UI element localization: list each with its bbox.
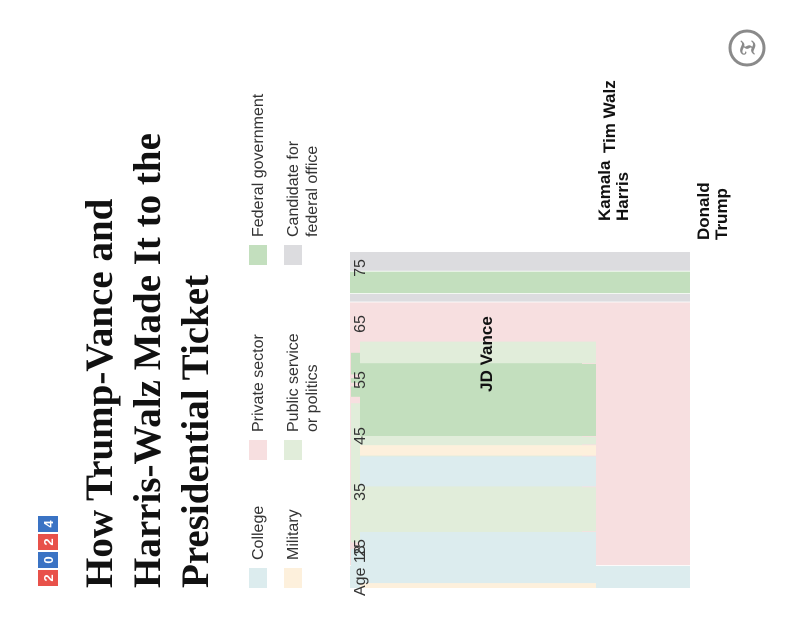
bar-segment-college bbox=[360, 456, 596, 487]
badge-digit: 2 bbox=[41, 538, 56, 545]
axis-tick-label: Age 18 bbox=[352, 545, 369, 596]
svg-text:𝔗: 𝔗 bbox=[735, 40, 760, 55]
title-line: Harris-Walz Made It to the bbox=[126, 133, 169, 588]
bar-segment-federal bbox=[360, 364, 596, 436]
person-label: Kamala bbox=[595, 160, 614, 221]
legend-label-private: Private sector bbox=[250, 334, 267, 432]
bar-segment-military bbox=[360, 445, 596, 456]
axis-tick-label: 35 bbox=[352, 483, 369, 501]
badge-digit-box bbox=[38, 534, 58, 550]
nyt-logo-icon: 𝔗 bbox=[728, 29, 766, 67]
person-label: Harris bbox=[613, 172, 632, 221]
bar-segment-public bbox=[360, 487, 596, 532]
legend-label-college: College bbox=[250, 506, 267, 560]
legend-swatch-public bbox=[284, 440, 302, 460]
legend-swatch-federal bbox=[249, 245, 267, 265]
badge-digit-box bbox=[38, 516, 58, 532]
title-line: How Trump-Vance and bbox=[78, 198, 121, 588]
legend-label-federal: Federal government bbox=[250, 93, 267, 237]
person-label: Donald bbox=[694, 182, 713, 240]
badge-digit: 0 bbox=[41, 556, 56, 563]
axis-tick-label: 75 bbox=[352, 259, 369, 277]
legend-label-candidate: federal office bbox=[304, 146, 321, 237]
legend-swatch-private bbox=[249, 440, 267, 460]
legend-label-candidate: Candidate for bbox=[285, 140, 302, 237]
person-label: JD Vance bbox=[477, 316, 496, 392]
bar-segment-federal bbox=[350, 271, 690, 294]
bars bbox=[350, 251, 690, 588]
bar-segment-public bbox=[360, 436, 596, 445]
axis-tick-label: 65 bbox=[352, 315, 369, 333]
legend-label-public: Public service bbox=[285, 333, 302, 432]
bar-segment-candidate bbox=[350, 294, 690, 302]
legend-swatch-college bbox=[249, 568, 267, 588]
person-label: Trump bbox=[712, 188, 731, 240]
badge-digit-box bbox=[38, 552, 58, 568]
bar-segment-college bbox=[360, 532, 596, 583]
legend-swatch-military bbox=[284, 568, 302, 588]
bar-segment-military bbox=[360, 583, 596, 588]
bar-segment-candidate bbox=[350, 251, 690, 271]
legend-swatch-candidate bbox=[284, 245, 302, 265]
person-bar-tim-walz bbox=[360, 341, 596, 588]
person-labels: Donald Trump JD Vance Kamala Harris Tim Walz bbox=[477, 80, 731, 392]
badge-digit: 2 bbox=[41, 574, 56, 581]
axis-tick-label: 25 bbox=[352, 539, 369, 557]
badge-digit: 4 bbox=[41, 520, 56, 528]
badge-digit-box bbox=[38, 570, 58, 586]
legend-label-public: or politics bbox=[304, 364, 321, 432]
legend-label-military: Military bbox=[285, 509, 302, 560]
title-line: Presidential Ticket bbox=[174, 275, 217, 588]
axis-tick-label: 45 bbox=[352, 427, 369, 445]
person-label: Tim Walz bbox=[600, 80, 619, 153]
axis-tick-label: 55 bbox=[352, 371, 369, 389]
bar-segment-public bbox=[360, 341, 596, 364]
chart-title: How Trump-Vance and Harris-Walz Made It t… bbox=[78, 133, 217, 588]
legend: College Military Private sector Public serv… bbox=[249, 93, 321, 588]
